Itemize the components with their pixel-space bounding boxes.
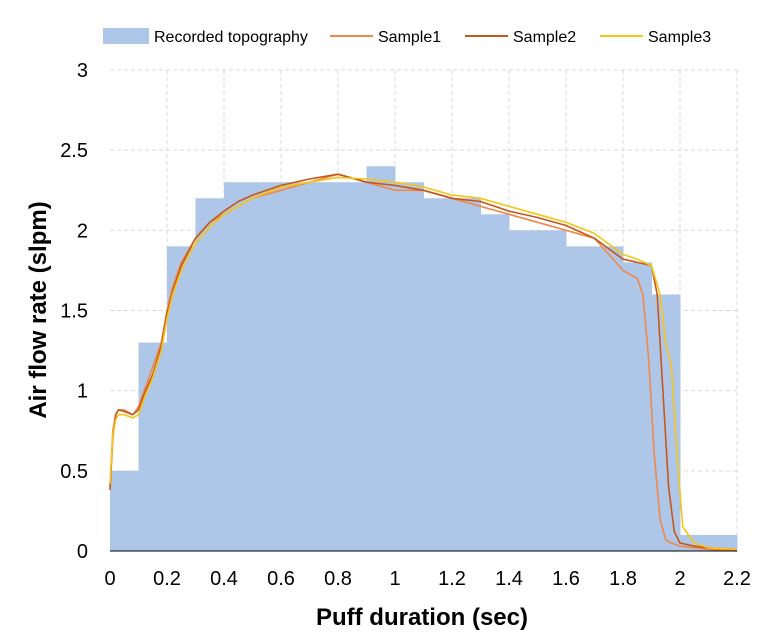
series-line-sample2	[109, 173, 738, 551]
bar	[452, 198, 481, 551]
y-tick-label: 0.5	[60, 461, 88, 483]
bar	[566, 246, 595, 551]
x-tick-label: 0.6	[267, 568, 295, 590]
legend: Recorded topography Sample1 Sample2 Samp…	[103, 28, 711, 46]
y-tick-label: 2.5	[60, 140, 88, 162]
x-tick-label: 1.4	[495, 568, 523, 590]
bar	[651, 294, 681, 551]
x-axis-title: Puff duration (sec)	[316, 604, 528, 631]
x-tick-label: 1.6	[552, 568, 580, 590]
recorded-topography-bars	[110, 166, 738, 552]
x-tick-label: 2	[674, 568, 685, 590]
bar	[480, 214, 510, 552]
legend-swatch-recorded-topography	[103, 28, 149, 44]
legend-label-sample3: Sample3	[648, 29, 711, 46]
bar	[309, 182, 339, 551]
bar	[423, 198, 453, 551]
x-tick-label: 1.8	[609, 568, 637, 590]
bar	[110, 470, 139, 551]
y-axis-title: Air flow rate (slpm)	[25, 201, 52, 418]
y-tick-labels: 0 0.5 1 1.5 2 2.5 3	[60, 60, 88, 563]
bar	[509, 230, 538, 552]
x-tick-label: 0.8	[324, 568, 352, 590]
y-tick-label: 1.5	[60, 301, 88, 323]
bar	[281, 182, 310, 551]
bar	[395, 182, 424, 551]
x-tick-label: 0.2	[153, 568, 181, 590]
bar	[537, 230, 567, 552]
x-tick-label: 1	[389, 568, 400, 590]
x-tick-label: 0.4	[210, 568, 238, 590]
bar	[708, 534, 738, 551]
bar	[195, 198, 225, 551]
y-tick-label: 0	[77, 541, 88, 563]
x-tick-labels: 0 0.2 0.4 0.6 0.8 1 1.2 1.4 1.6 1.8 2 2.2	[104, 568, 750, 590]
y-tick-label: 1	[77, 381, 88, 403]
bar	[252, 182, 282, 551]
x-tick-label: 1.2	[438, 568, 466, 590]
legend-label-recorded-topography: Recorded topography	[154, 29, 308, 46]
series-line-sample3	[109, 176, 738, 551]
legend-label-sample1: Sample1	[378, 29, 441, 46]
y-tick-label: 3	[77, 60, 88, 82]
bar	[224, 182, 253, 551]
legend-label-sample2: Sample2	[513, 29, 576, 46]
bar	[338, 182, 367, 551]
x-tick-label: 0	[104, 568, 115, 590]
sample-lines	[109, 173, 738, 552]
bar	[594, 246, 624, 551]
x-tick-label: 2.2	[723, 568, 751, 590]
y-tick-label: 2	[77, 220, 88, 242]
bar	[623, 262, 652, 551]
bar	[366, 166, 396, 551]
